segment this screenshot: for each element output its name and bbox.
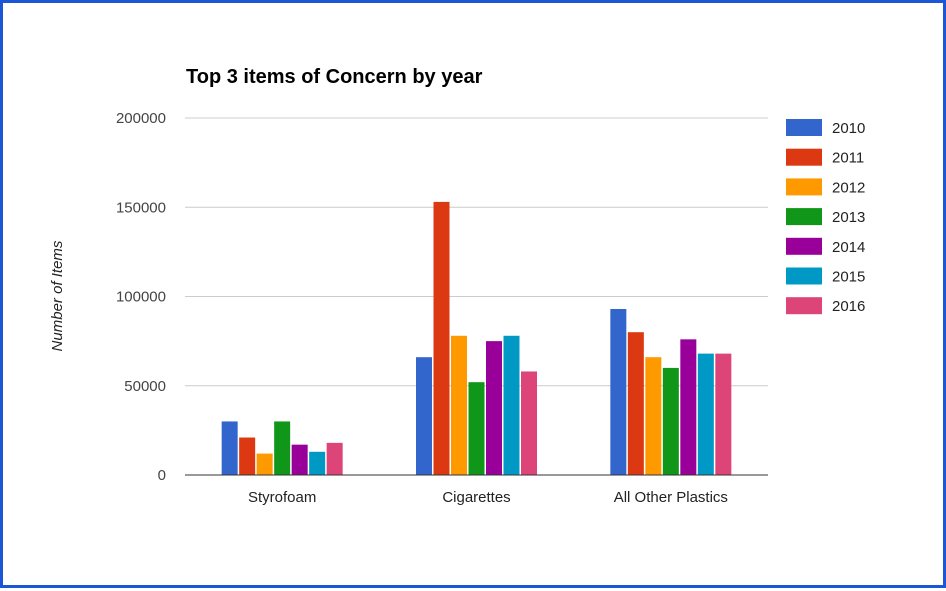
bars [221, 201, 732, 475]
legend-label: 2016 [832, 298, 865, 315]
bar [486, 341, 502, 475]
bar [274, 421, 291, 475]
legend-swatch [786, 119, 822, 136]
bar [239, 437, 256, 475]
bar [715, 353, 732, 475]
legend-label: 2012 [832, 179, 865, 196]
bar [221, 421, 238, 475]
chart-title: Top 3 items of Concern by year [186, 66, 483, 88]
legend-label: 2014 [832, 239, 865, 256]
bar [627, 332, 644, 475]
legend-swatch [786, 208, 822, 226]
legend-swatch [786, 178, 822, 196]
legend-label: 2013 [832, 209, 865, 226]
legend-swatch [786, 148, 822, 166]
x-category-label: Styrofoam [248, 489, 316, 506]
legend-swatch [786, 297, 822, 315]
y-tick-label: 150000 [116, 199, 166, 216]
bar [680, 339, 697, 475]
bar [697, 353, 714, 475]
bar [291, 444, 308, 475]
bar [326, 442, 343, 475]
x-category-label: Cigarettes [442, 489, 510, 506]
y-tick-label: 100000 [116, 289, 166, 306]
bar [433, 201, 450, 475]
bar [503, 335, 520, 475]
bar-chart: Top 3 items of Concern by year Number of… [49, 66, 865, 506]
bar [256, 453, 273, 475]
bar [521, 371, 537, 475]
legend-swatch [786, 267, 822, 285]
bar [451, 335, 467, 475]
bar [610, 308, 627, 475]
y-tick-label: 200000 [116, 110, 166, 127]
y-tick-label: 0 [158, 467, 166, 484]
bar [662, 367, 679, 475]
bar [416, 357, 432, 475]
legend-label: 2015 [832, 269, 865, 286]
bar [309, 451, 326, 475]
x-axis-categories: Styrofoam Cigarettes All Other Plastics [248, 489, 728, 506]
legend-label: 2011 [832, 150, 864, 167]
legend-label: 2010 [832, 120, 865, 137]
y-axis-label: Number of Items [49, 240, 66, 351]
y-tick-label: 50000 [124, 378, 166, 395]
legend: 2010 2011 2012 2013 2014 2015 2016 [786, 119, 865, 315]
bar [645, 357, 662, 475]
x-category-label: All Other Plastics [614, 489, 728, 506]
legend-swatch [786, 237, 822, 255]
bar [468, 382, 485, 475]
